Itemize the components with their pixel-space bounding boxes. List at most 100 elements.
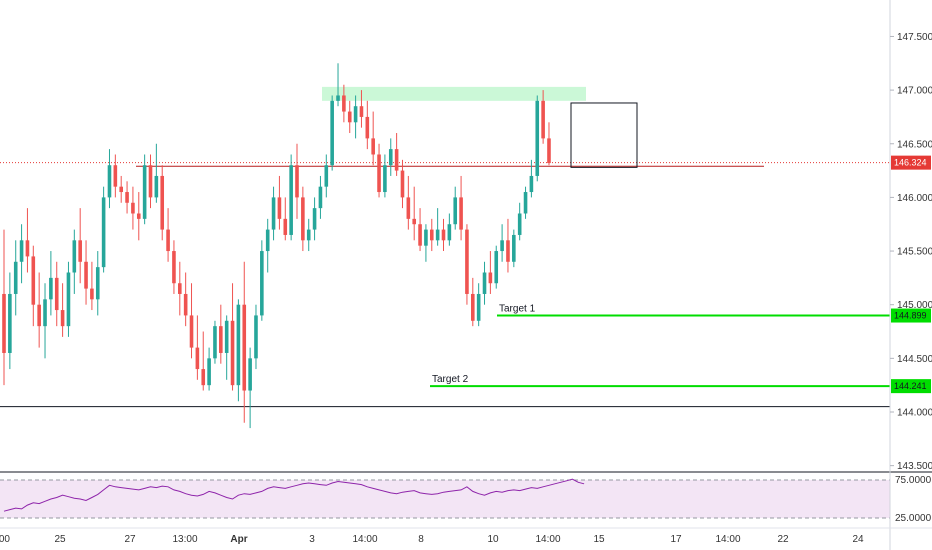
candle[interactable] (219, 304, 223, 364)
candle[interactable] (453, 186, 458, 230)
candle[interactable] (494, 245, 499, 289)
candle[interactable] (107, 149, 112, 209)
candle[interactable] (260, 240, 264, 321)
candle[interactable] (435, 208, 440, 246)
candle[interactable] (49, 251, 53, 316)
candle[interactable] (383, 154, 387, 198)
candle[interactable] (359, 90, 364, 128)
candle[interactable] (207, 347, 211, 391)
candle[interactable] (482, 261, 487, 305)
highlight-box[interactable] (570, 102, 638, 168)
candle[interactable] (95, 251, 100, 316)
candle[interactable] (166, 208, 170, 262)
candle[interactable] (160, 165, 165, 241)
candle[interactable] (201, 331, 206, 391)
candle[interactable] (283, 197, 288, 241)
candle[interactable] (101, 186, 106, 273)
candle[interactable] (318, 175, 323, 219)
candle[interactable] (254, 304, 258, 370)
x-tick-label: 14:00 (715, 534, 740, 545)
candle[interactable] (113, 154, 118, 198)
candle[interactable] (2, 229, 6, 386)
candle[interactable] (230, 283, 235, 391)
candle[interactable] (529, 159, 534, 198)
candle[interactable] (301, 186, 305, 252)
candle[interactable] (447, 213, 452, 246)
candle[interactable] (125, 181, 129, 214)
candle[interactable] (271, 186, 276, 241)
candle[interactable] (342, 84, 346, 123)
candle[interactable] (424, 224, 428, 262)
candle[interactable] (178, 261, 182, 316)
candle[interactable] (136, 192, 141, 241)
candle[interactable] (324, 154, 329, 198)
candle[interactable] (131, 186, 135, 230)
candle[interactable] (347, 100, 352, 134)
candle[interactable] (90, 261, 94, 311)
candle[interactable] (265, 218, 270, 273)
candle[interactable] (172, 240, 176, 294)
candle[interactable] (506, 218, 510, 273)
candle[interactable] (429, 218, 434, 252)
candle[interactable] (142, 154, 147, 225)
candle[interactable] (8, 272, 12, 370)
candle[interactable] (330, 95, 334, 171)
candle[interactable] (336, 63, 340, 107)
candle[interactable] (84, 240, 88, 305)
candle[interactable] (72, 229, 77, 294)
candle[interactable] (37, 272, 41, 348)
candle[interactable] (353, 95, 358, 139)
candle[interactable] (377, 143, 381, 198)
candle[interactable] (512, 229, 516, 268)
candle[interactable] (523, 186, 528, 219)
candle[interactable] (418, 208, 422, 252)
candle[interactable] (183, 272, 188, 327)
candle[interactable] (148, 154, 153, 209)
candle[interactable] (78, 208, 82, 284)
candle[interactable] (500, 224, 504, 262)
candle[interactable] (441, 218, 446, 252)
candle[interactable] (471, 277, 475, 327)
candle[interactable] (277, 175, 282, 230)
candle[interactable] (547, 122, 551, 166)
candle[interactable] (119, 175, 123, 203)
candle[interactable] (541, 90, 545, 144)
candle[interactable] (224, 315, 229, 380)
candle[interactable] (154, 143, 159, 203)
candle[interactable] (535, 95, 540, 182)
candle[interactable] (66, 261, 71, 337)
candle[interactable] (412, 186, 416, 241)
candle[interactable] (394, 133, 399, 176)
candle[interactable] (31, 245, 36, 327)
candle[interactable] (465, 224, 469, 305)
candle[interactable] (306, 218, 311, 252)
candle[interactable] (248, 347, 252, 429)
candle[interactable] (517, 202, 522, 241)
candle[interactable] (43, 283, 47, 359)
candle[interactable] (388, 138, 393, 176)
candle[interactable] (400, 159, 405, 209)
candle[interactable] (189, 283, 194, 359)
candle[interactable] (459, 175, 463, 241)
candle[interactable] (25, 208, 30, 273)
candle[interactable] (13, 240, 18, 316)
candle-body (359, 106, 364, 117)
candle[interactable] (365, 100, 370, 150)
candle[interactable] (54, 261, 59, 327)
candle-body (230, 320, 235, 386)
candle[interactable] (295, 143, 299, 219)
candle[interactable] (236, 299, 241, 402)
candle[interactable] (312, 197, 317, 241)
candle[interactable] (371, 111, 375, 166)
x-tick-label: 15 (593, 534, 605, 545)
candle[interactable] (242, 261, 247, 423)
candle[interactable] (213, 320, 217, 364)
candle[interactable] (195, 315, 200, 380)
candle[interactable] (289, 154, 293, 241)
candle[interactable] (60, 283, 65, 337)
candle[interactable] (406, 175, 411, 230)
candle[interactable] (476, 283, 481, 327)
candle[interactable] (19, 224, 24, 284)
candle[interactable] (488, 251, 493, 294)
